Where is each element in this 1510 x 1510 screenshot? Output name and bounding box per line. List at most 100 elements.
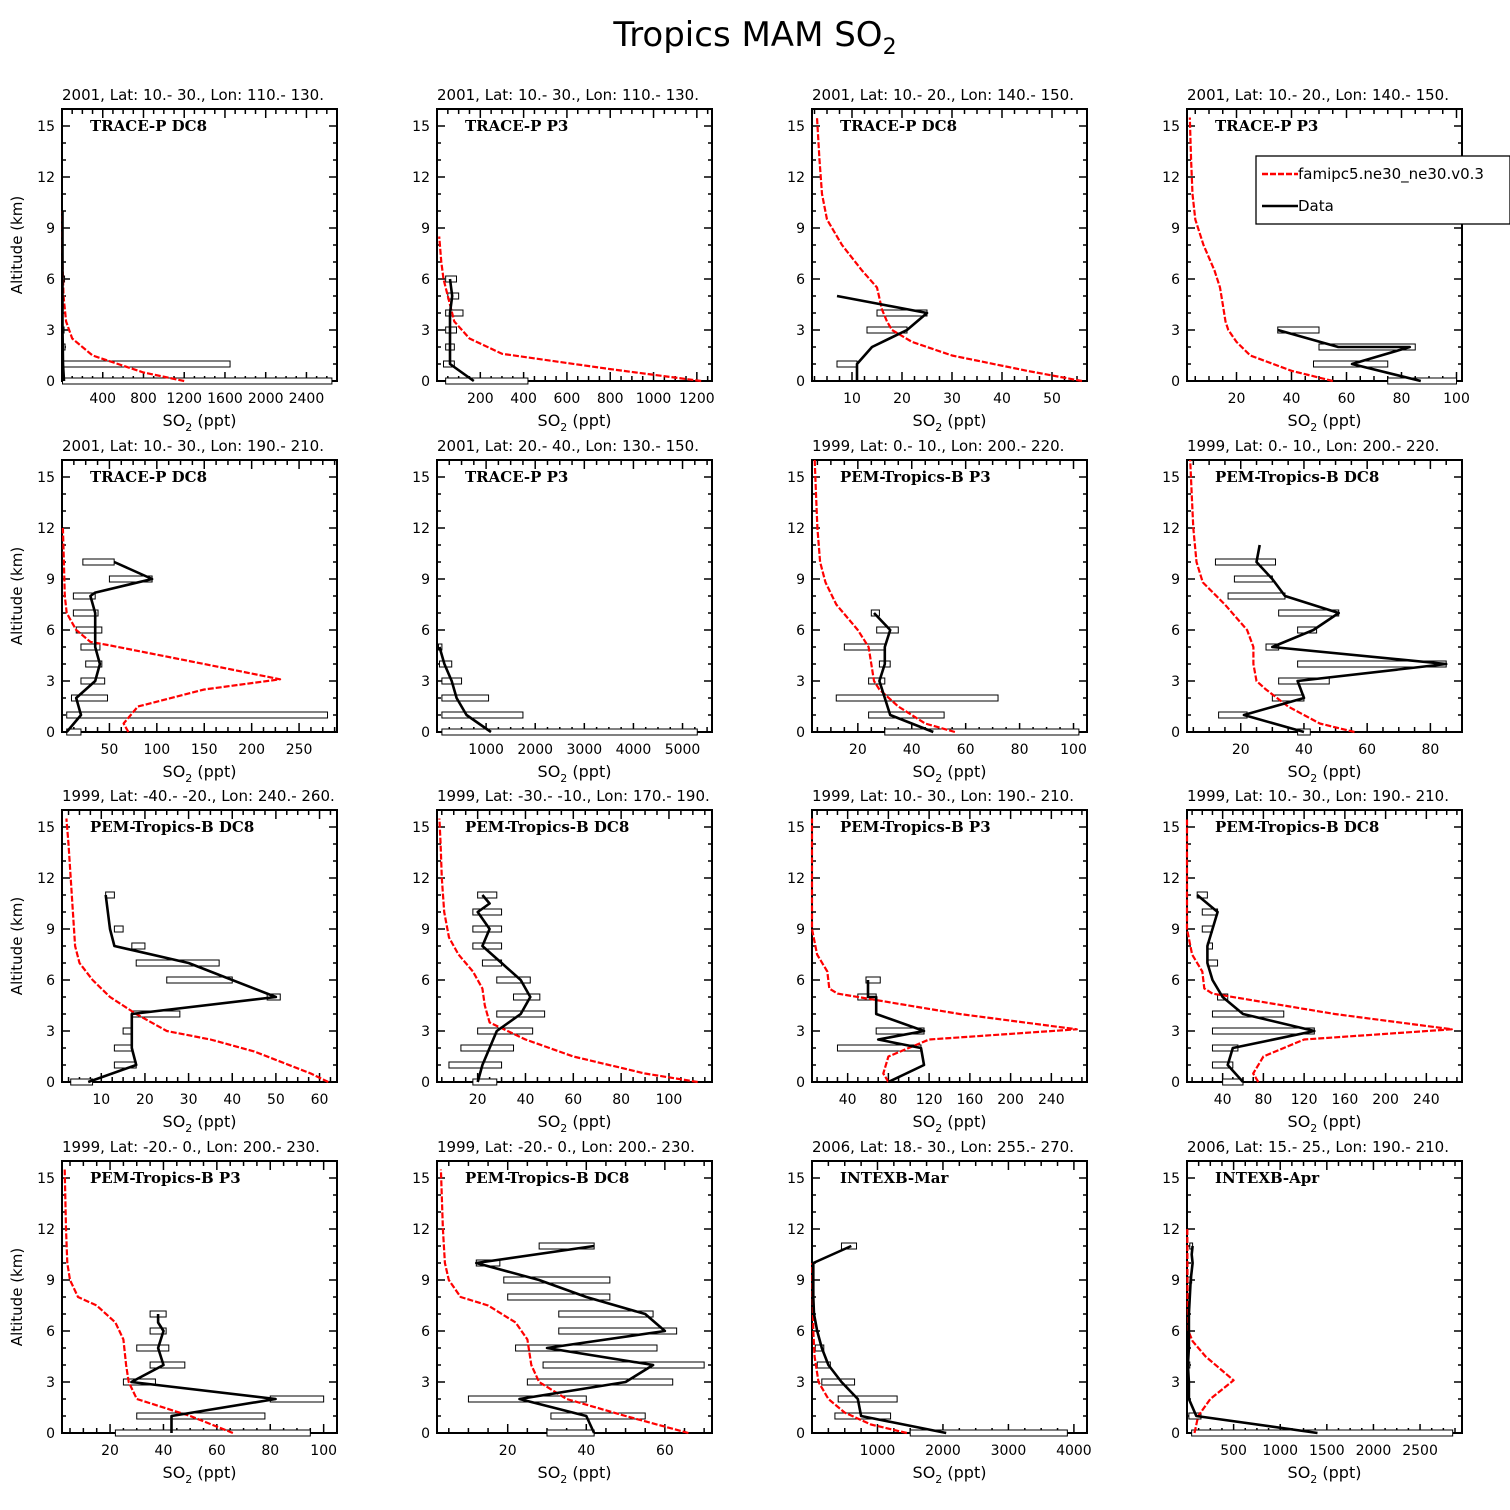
data-line	[474, 1244, 667, 1434]
campaign-label: PEM-Tropics-B P3	[840, 468, 991, 486]
chart-panel-11: 1999, Lat: 10.- 30., Lon: 190.- 210. 0 3 6 9…	[787, 787, 1088, 1135]
whisker-box	[113, 1044, 133, 1052]
x-tick-label: 40	[517, 1092, 535, 1108]
whisker-box	[507, 1293, 611, 1301]
model-line	[65, 818, 329, 1083]
panel-header: 1999, Lat: -40.- -20., Lon: 240.- 260.	[62, 787, 335, 805]
campaign-label: TRACE-P DC8	[840, 117, 957, 135]
whisker-box	[448, 1061, 503, 1069]
data-line	[448, 278, 475, 383]
y-tick-label: 9	[796, 1273, 805, 1289]
y-tick-label: 0	[421, 1075, 430, 1091]
chart-panel-4: 2001, Lat: 10.- 20., Lon: 140.- 150. 0 3 6 9…	[1162, 86, 1470, 434]
model-line	[63, 1169, 234, 1435]
x-tick-label: 40	[577, 1443, 595, 1459]
whisker-box	[816, 1361, 831, 1369]
x-axis-label: SO2 (ppt)	[1288, 1463, 1362, 1486]
whisker-box	[1214, 558, 1277, 566]
y-tick-label: 9	[1171, 221, 1180, 237]
y-tick-label: 9	[421, 572, 430, 588]
whisker-box	[166, 976, 233, 984]
chart-panel-3: 2001, Lat: 10.- 20., Lon: 140.- 150. 0 3 6 9…	[787, 86, 1088, 434]
x-tick-label: 40	[1295, 742, 1313, 758]
whisker-box	[1191, 1429, 1454, 1437]
whisker-box	[149, 1361, 186, 1369]
y-tick-label: 0	[1171, 725, 1180, 741]
whisker-box	[72, 609, 99, 617]
campaign-label: TRACE-P P3	[465, 117, 568, 135]
whisker-box	[472, 908, 503, 916]
y-tick-label: 6	[421, 623, 430, 639]
y-tick-label: 12	[787, 170, 805, 186]
whisker-box	[460, 1044, 515, 1052]
campaign-label: PEM-Tropics-B DC8	[1215, 818, 1379, 836]
whisker-box	[1222, 1078, 1244, 1086]
panel-header: 1999, Lat: 10.- 30., Lon: 190.- 210.	[812, 787, 1074, 805]
x-tick-label: 80	[879, 1092, 897, 1108]
y-tick-label: 6	[421, 1324, 430, 1340]
y-tick-label: 3	[1171, 1024, 1180, 1040]
whisker-box	[1211, 1061, 1234, 1069]
y-tick-label: 3	[421, 674, 430, 690]
x-axis-label: SO2 (ppt)	[1288, 762, 1362, 785]
whisker-box	[445, 377, 529, 385]
model-line	[815, 117, 1083, 383]
x-tick-label: 1500	[1309, 1443, 1345, 1459]
y-tick-label: 6	[796, 1324, 805, 1340]
y-tick-label: 6	[46, 623, 55, 639]
y-tick-label: 12	[37, 170, 55, 186]
x-tick-label: 1000	[1262, 1443, 1298, 1459]
plot-frame	[811, 809, 1088, 1083]
y-tick-label: 0	[46, 1075, 55, 1091]
y-tick-label: 15	[412, 470, 430, 486]
x-tick-label: 200	[997, 1092, 1024, 1108]
x-tick-label: 40	[223, 1092, 241, 1108]
data-line	[438, 646, 492, 734]
campaign-label: PEM-Tropics-B DC8	[90, 818, 254, 836]
x-axis-label: SO2 (ppt)	[538, 1463, 612, 1486]
x-tick-label: 20	[893, 391, 911, 407]
y-tick-label: 9	[1171, 1273, 1180, 1289]
campaign-label: PEM-Tropics-B DC8	[465, 1169, 629, 1187]
whisker-box	[472, 942, 503, 950]
x-tick-label: 80	[612, 1092, 630, 1108]
y-tick-label: 9	[796, 922, 805, 938]
x-tick-label: 20	[849, 742, 867, 758]
legend-box	[1255, 155, 1510, 225]
y-tick-label: 12	[787, 1222, 805, 1238]
y-tick-label: 0	[46, 1426, 55, 1442]
y-tick-label: 9	[46, 1273, 55, 1289]
y-tick-label: 3	[421, 1024, 430, 1040]
y-tick-label: 15	[37, 820, 55, 836]
y-tick-label: 12	[412, 170, 430, 186]
x-tick-label: 30	[943, 391, 961, 407]
x-tick-label: 40	[1283, 391, 1301, 407]
x-tick-label: 20	[1232, 742, 1250, 758]
x-tick-label: 2000	[517, 742, 553, 758]
whisker-box	[843, 643, 886, 651]
panel-header: 2006, Lat: 15.- 25., Lon: 190.- 210.	[1187, 1138, 1449, 1156]
y-tick-label: 3	[46, 674, 55, 690]
chart-panel-12: 1999, Lat: 10.- 30., Lon: 190.- 210. 0 3 6 9…	[1162, 787, 1463, 1135]
y-axis-label: Altitude (km)	[8, 196, 26, 294]
chart-panel-2: 2001, Lat: 10.- 30., Lon: 110.- 130. 0 3 6 9…	[412, 86, 714, 434]
whisker-box	[550, 1412, 646, 1420]
plot-frame	[811, 108, 1088, 382]
y-tick-label: 15	[787, 470, 805, 486]
y-tick-label: 0	[46, 374, 55, 390]
x-tick-label: 1200	[679, 391, 715, 407]
plot-frame	[1186, 108, 1463, 382]
chart-panel-16: 2006, Lat: 15.- 25., Lon: 190.- 210. 0 3 6 9…	[1162, 1138, 1463, 1486]
y-tick-label: 0	[796, 725, 805, 741]
whisker-box	[868, 677, 886, 685]
x-tick-label: 20	[1228, 391, 1246, 407]
x-tick-label: 240	[1038, 1092, 1065, 1108]
y-tick-label: 3	[796, 1375, 805, 1391]
whisker-box	[558, 1310, 654, 1318]
data-line	[811, 1244, 947, 1435]
y-tick-label: 3	[421, 1375, 430, 1391]
x-tick-label: 2400	[289, 391, 325, 407]
data-line	[1186, 1245, 1318, 1435]
data-line	[130, 1314, 277, 1433]
